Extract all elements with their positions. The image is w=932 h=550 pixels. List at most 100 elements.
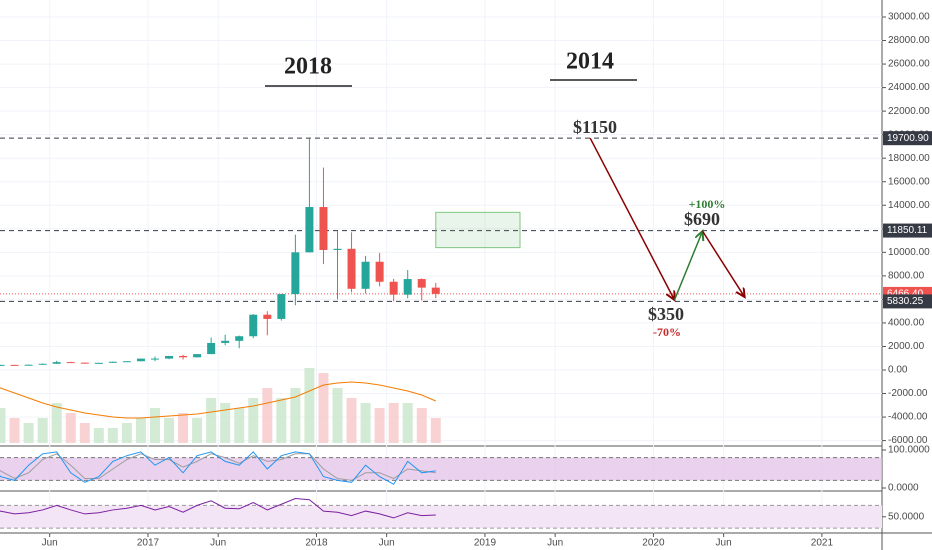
candle-body — [0, 364, 5, 366]
x-tick-label: Jun — [716, 538, 732, 549]
candle-body — [66, 362, 75, 364]
annotation: $690 — [684, 209, 720, 229]
volume-bar — [9, 418, 20, 443]
y-tick-label: 8000.00 — [888, 271, 925, 282]
projection-arrow — [701, 230, 745, 297]
volume-bar — [346, 398, 357, 443]
candle-body — [277, 294, 286, 319]
y-tick-label: 4000.00 — [888, 318, 925, 329]
stoch-d-line — [0, 453, 436, 481]
candle-body — [347, 248, 356, 289]
y-tick-label: 16000.00 — [888, 176, 930, 187]
candle-body — [136, 358, 145, 362]
volume-bar — [51, 403, 62, 443]
volume-bar — [149, 408, 160, 443]
y-tick-label: 18000.00 — [888, 153, 930, 164]
y-tick-label: 26000.00 — [888, 59, 930, 70]
volume-bar — [416, 408, 427, 443]
y-tick-label: 100.0000 — [888, 445, 930, 456]
stoch-band — [0, 457, 882, 481]
candle-body — [165, 355, 174, 359]
volume-bar — [290, 388, 301, 443]
x-tick-label: Jun — [42, 538, 58, 549]
annotation: $1150 — [573, 117, 617, 137]
volume-bar — [402, 403, 413, 443]
candle-body — [389, 281, 398, 295]
projection-arrow — [673, 231, 702, 301]
volume-bar — [360, 403, 371, 443]
candle-body — [361, 261, 370, 289]
y-tick-label: 14000.00 — [888, 200, 930, 211]
y-tick-label: -6000.00 — [888, 435, 928, 446]
candle-body — [150, 358, 159, 360]
y-tick-label: -4000.00 — [888, 412, 928, 423]
volume-bar — [206, 398, 217, 443]
x-tick-label: 2019 — [474, 538, 497, 549]
volume-bar — [37, 418, 48, 443]
candle-body — [24, 364, 33, 366]
candle-body — [333, 248, 342, 250]
x-tick-label: Jun — [210, 538, 226, 549]
volume-ma — [0, 381, 436, 419]
candle-body — [375, 261, 384, 282]
y-tick-label: -2000.00 — [888, 388, 928, 399]
candle-body — [221, 340, 230, 343]
volume-bar — [374, 408, 385, 443]
y-tick-label: 50.0000 — [888, 511, 925, 522]
price-label-box — [883, 223, 932, 238]
candle-body — [431, 287, 440, 294]
volume-bar — [248, 398, 259, 443]
stoch-k-line — [0, 451, 436, 485]
x-tick-label: Jun — [379, 538, 395, 549]
candle-body — [80, 362, 89, 364]
volume-bar — [276, 398, 287, 443]
range-box — [435, 211, 521, 249]
candle-body — [305, 207, 314, 253]
volume-bar — [121, 423, 132, 443]
candle-body — [207, 342, 216, 355]
candle-body — [193, 354, 202, 358]
volume-bar — [0, 408, 6, 443]
y-tick-label: 24000.00 — [888, 82, 930, 93]
y-tick-label: 28000.00 — [888, 35, 930, 46]
candle-body — [52, 362, 61, 364]
rsi-line — [0, 498, 436, 519]
projection-arrow — [589, 137, 674, 300]
volume-bar — [178, 413, 189, 443]
volume-bar — [65, 413, 76, 443]
annotation: $350 — [648, 304, 684, 324]
volume-bar — [192, 418, 203, 443]
y-tick-label: 0.00 — [888, 365, 908, 376]
candle-body — [235, 336, 244, 341]
annotation: 2018 — [284, 54, 332, 80]
price-label-box — [883, 131, 932, 146]
volume-bar — [79, 423, 90, 443]
volume-bar — [262, 388, 273, 443]
y-tick-label: 30000.00 — [888, 12, 930, 23]
candle-body — [319, 207, 328, 250]
volume-bar — [135, 418, 146, 443]
candle-body — [403, 279, 412, 295]
candle-body — [291, 252, 300, 295]
volume-bar — [23, 423, 34, 443]
rsi-band — [0, 505, 882, 529]
y-tick-label: 22000.00 — [888, 106, 930, 117]
y-tick-label: 0.0000 — [888, 483, 919, 494]
volume-bar — [430, 418, 441, 443]
x-tick-label: 2021 — [811, 538, 834, 549]
annotation: 2014 — [566, 49, 614, 75]
volume-bar — [93, 428, 104, 443]
candle-body — [94, 362, 103, 364]
volume-bar — [318, 373, 329, 443]
price-label: 11850.11 — [887, 225, 928, 236]
y-tick-label: 2000.00 — [888, 341, 925, 352]
volume-bar — [220, 403, 231, 443]
price-label: 6466.40 — [887, 289, 924, 300]
volume-bar — [332, 388, 343, 443]
annotation: -70% — [653, 325, 681, 339]
candle-body — [417, 279, 426, 288]
volume-bar — [164, 418, 175, 443]
x-tick-label: 2020 — [642, 538, 665, 549]
price-label: 5830.25 — [887, 296, 924, 307]
volume-bar — [234, 408, 245, 443]
